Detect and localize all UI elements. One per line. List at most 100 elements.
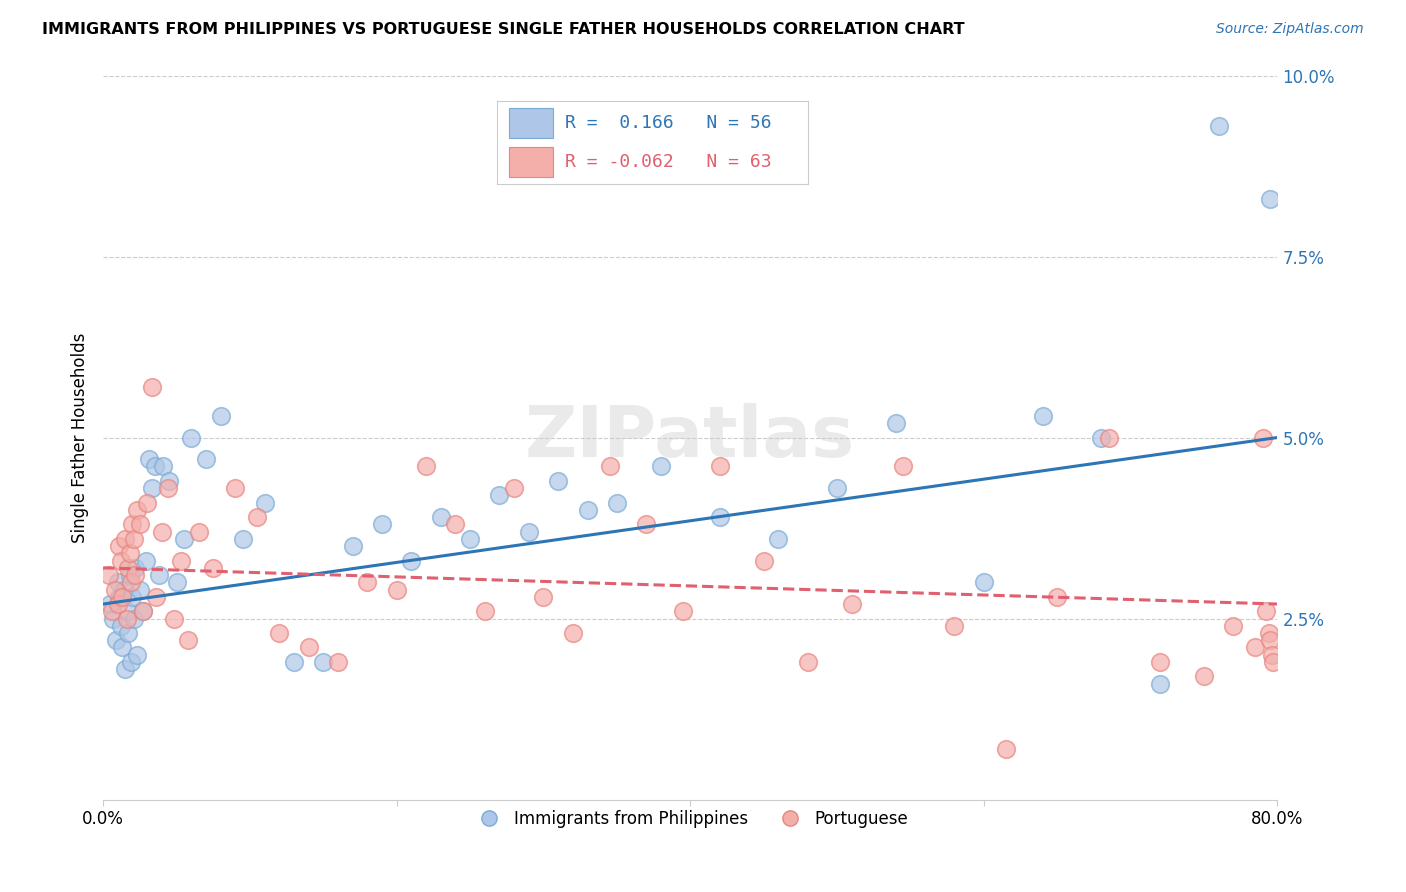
Point — [122, 611, 145, 625]
Point — [973, 575, 995, 590]
Text: ZIPatlas: ZIPatlas — [526, 403, 855, 472]
Point — [111, 590, 134, 604]
Point — [143, 459, 166, 474]
Point — [672, 604, 695, 618]
Text: Source: ZipAtlas.com: Source: ZipAtlas.com — [1216, 22, 1364, 37]
Point — [796, 655, 818, 669]
Point — [135, 553, 157, 567]
Point — [107, 575, 129, 590]
Point — [533, 590, 555, 604]
Point — [98, 568, 121, 582]
Point — [415, 459, 437, 474]
Point — [312, 655, 335, 669]
Point — [429, 510, 451, 524]
Point — [342, 539, 364, 553]
Point — [166, 575, 188, 590]
Point — [269, 626, 291, 640]
Point — [156, 481, 179, 495]
Point — [994, 742, 1017, 756]
Point — [121, 517, 143, 532]
Point — [1260, 648, 1282, 662]
Point — [576, 503, 599, 517]
Point — [122, 532, 145, 546]
Point — [599, 459, 621, 474]
Point — [107, 597, 129, 611]
Point — [170, 553, 193, 567]
Point — [1244, 640, 1267, 655]
Point — [1251, 430, 1274, 444]
Point — [150, 524, 173, 539]
Point — [108, 590, 131, 604]
Point — [474, 604, 496, 618]
Point — [194, 452, 217, 467]
Point — [298, 640, 321, 655]
Point — [128, 517, 150, 532]
Point — [177, 633, 200, 648]
Point — [385, 582, 408, 597]
Point — [1208, 119, 1230, 133]
Point — [326, 655, 349, 669]
Point — [1258, 633, 1281, 648]
Point — [246, 510, 269, 524]
Point — [752, 553, 775, 567]
Point — [121, 590, 143, 604]
Point — [117, 561, 139, 575]
Legend: Immigrants from Philippines, Portuguese: Immigrants from Philippines, Portuguese — [465, 804, 915, 835]
Point — [401, 553, 423, 567]
Point — [1261, 655, 1284, 669]
Point — [503, 481, 526, 495]
Point — [232, 532, 254, 546]
Point — [145, 590, 167, 604]
Point — [115, 604, 138, 618]
Point — [606, 496, 628, 510]
Point — [117, 626, 139, 640]
Point — [112, 582, 135, 597]
Point — [488, 488, 510, 502]
Point — [841, 597, 863, 611]
Point — [118, 568, 141, 582]
Point — [224, 481, 246, 495]
Point — [125, 648, 148, 662]
Point — [709, 510, 731, 524]
Point — [104, 582, 127, 597]
Point — [444, 517, 467, 532]
Point — [636, 517, 658, 532]
Point — [517, 524, 540, 539]
Point — [132, 604, 155, 618]
Point — [108, 539, 131, 553]
Point — [1149, 655, 1171, 669]
Point — [356, 575, 378, 590]
Point — [118, 546, 141, 560]
Point — [709, 459, 731, 474]
Point — [1149, 676, 1171, 690]
Text: IMMIGRANTS FROM PHILIPPINES VS PORTUGUESE SINGLE FATHER HOUSEHOLDS CORRELATION C: IMMIGRANTS FROM PHILIPPINES VS PORTUGUES… — [42, 22, 965, 37]
Point — [1097, 430, 1119, 444]
Point — [120, 655, 142, 669]
Point — [114, 662, 136, 676]
Point — [1258, 192, 1281, 206]
Point — [138, 452, 160, 467]
Point — [110, 619, 132, 633]
Point — [157, 474, 180, 488]
Point — [111, 640, 134, 655]
Point — [128, 582, 150, 597]
Point — [120, 575, 142, 590]
Point — [1257, 626, 1279, 640]
Point — [125, 503, 148, 517]
Point — [136, 496, 159, 510]
Point — [187, 524, 209, 539]
Point — [124, 561, 146, 575]
Point — [1222, 619, 1244, 633]
Point — [132, 604, 155, 618]
Point — [1254, 604, 1277, 618]
Point — [103, 611, 125, 625]
Point — [650, 459, 672, 474]
Point — [371, 517, 394, 532]
Y-axis label: Single Father Households: Single Father Households — [72, 333, 89, 542]
Point — [162, 611, 184, 625]
Point — [101, 604, 124, 618]
Point — [884, 416, 907, 430]
Point — [561, 626, 583, 640]
Point — [141, 380, 163, 394]
Point — [105, 633, 128, 648]
